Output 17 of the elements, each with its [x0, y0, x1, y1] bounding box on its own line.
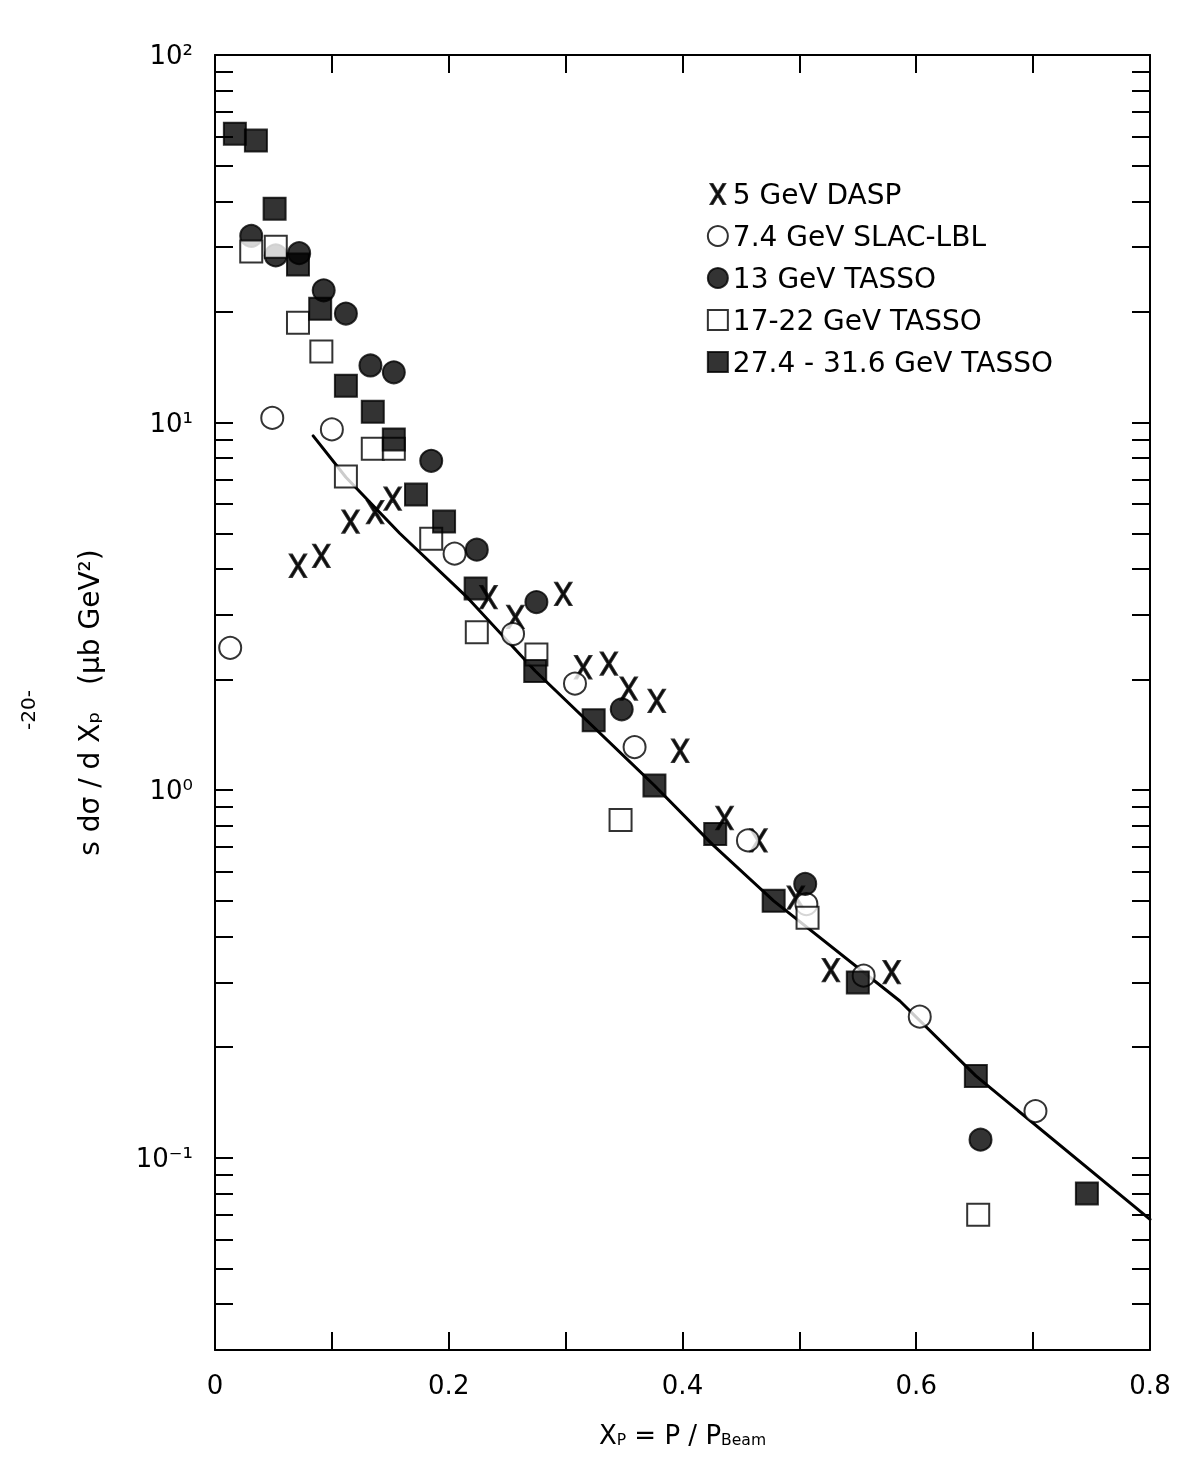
x-tick-label: 0.8 [1129, 1370, 1171, 1400]
x-tick-label: 0 [206, 1370, 224, 1400]
legend-label: 7.4 GeV SLAC-LBL [732, 219, 987, 253]
x-axis-title: XP = P / PBeam [598, 1420, 767, 1451]
x-tick-label: 0.2 [428, 1370, 470, 1400]
legend-label: 13 GeV TASSO [732, 261, 937, 295]
x-tick-label: 0.6 [895, 1370, 937, 1400]
x-tick-label: 0.4 [661, 1370, 704, 1400]
y-tick-label: 10² [149, 40, 193, 70]
legend-label: 17-22 GeV TASSO [732, 303, 982, 337]
y-tick-label: 10⁻¹ [135, 1142, 193, 1173]
y-tick-label: 10⁰ [149, 775, 193, 806]
text: -20- [16, 689, 40, 730]
legend-label: 27.4 - 31.6 GeV TASSO [732, 345, 1053, 379]
y-tick-label: 10¹ [149, 407, 193, 438]
legend-label: 5 GeV DASP [732, 177, 902, 211]
y-axis-title: s dσ / d Xₚ (μb GeV²) [72, 549, 106, 856]
